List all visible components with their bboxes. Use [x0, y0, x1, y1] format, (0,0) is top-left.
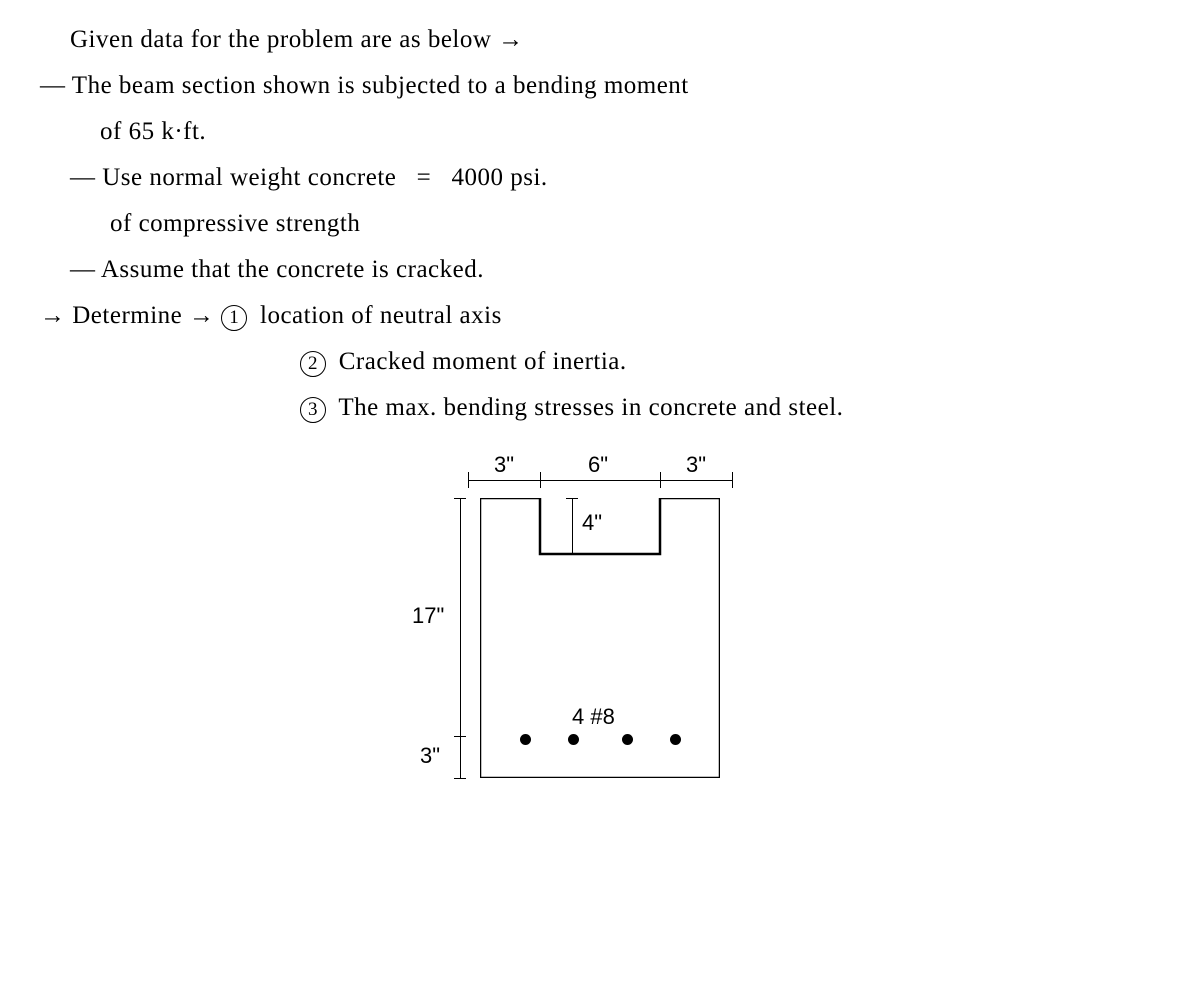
item-2: Cracked moment of inertia.	[339, 348, 627, 375]
line4-a: — Use normal weight concrete	[70, 164, 396, 191]
dim-6: 6"	[588, 452, 608, 478]
item-3: The max. bending stresses in concrete an…	[338, 394, 843, 421]
item-1: location of neutral axis	[260, 302, 502, 329]
determine-line: → Determine → 1 location of neutral axis	[40, 296, 1180, 336]
item-3-line: 3 The max. bending stresses in concrete …	[40, 388, 1180, 428]
tick	[566, 498, 578, 499]
text-line-3: of 65 k·ft.	[40, 112, 1180, 152]
dim-3-right: 3"	[686, 452, 706, 478]
dim-3-left: 3"	[494, 452, 514, 478]
tick	[732, 472, 733, 488]
dim-4: 4"	[582, 510, 602, 536]
dim-line-notch	[572, 498, 573, 554]
tick	[454, 736, 466, 737]
text-line-4: — Use normal weight concrete = 4000 psi.	[40, 158, 1180, 198]
tick	[566, 554, 578, 555]
rebar-dot	[670, 734, 681, 745]
circled-1: 1	[221, 305, 247, 331]
cross-section-diagram: 3" 6" 3" 4" 17" 3" 4 #8	[360, 458, 760, 838]
beam-outline	[480, 498, 720, 778]
line4-b: 4000 psi.	[452, 164, 548, 191]
text-line-5: of compressive strength	[40, 204, 1180, 244]
dim-line-17	[460, 498, 461, 736]
rebar-dot	[568, 734, 579, 745]
rebar-dot	[520, 734, 531, 745]
text-line-6: — Assume that the concrete is cracked.	[40, 250, 1180, 290]
rebar-label: 4 #8	[572, 704, 615, 730]
tick	[454, 498, 466, 499]
tick	[540, 472, 541, 488]
tick	[468, 472, 469, 488]
handwritten-notes: Given data for the problem are as below …	[40, 20, 1180, 428]
tick	[660, 472, 661, 488]
determine-prefix: → Determine →	[40, 302, 221, 329]
text-line-2: — The beam section shown is subjected to…	[40, 66, 1180, 106]
circled-3: 3	[300, 397, 326, 423]
dim-3-bottom: 3"	[420, 743, 440, 769]
text-line-1: Given data for the problem are as below …	[40, 20, 1180, 60]
rebar-dot	[622, 734, 633, 745]
tick	[454, 778, 466, 779]
line4-eq: =	[417, 164, 432, 191]
dim-17: 17"	[412, 603, 444, 629]
circled-2: 2	[300, 351, 326, 377]
dim-line-top	[468, 480, 732, 481]
item-2-line: 2 Cracked moment of inertia.	[40, 342, 1180, 382]
dim-line-3-bottom	[460, 736, 461, 778]
